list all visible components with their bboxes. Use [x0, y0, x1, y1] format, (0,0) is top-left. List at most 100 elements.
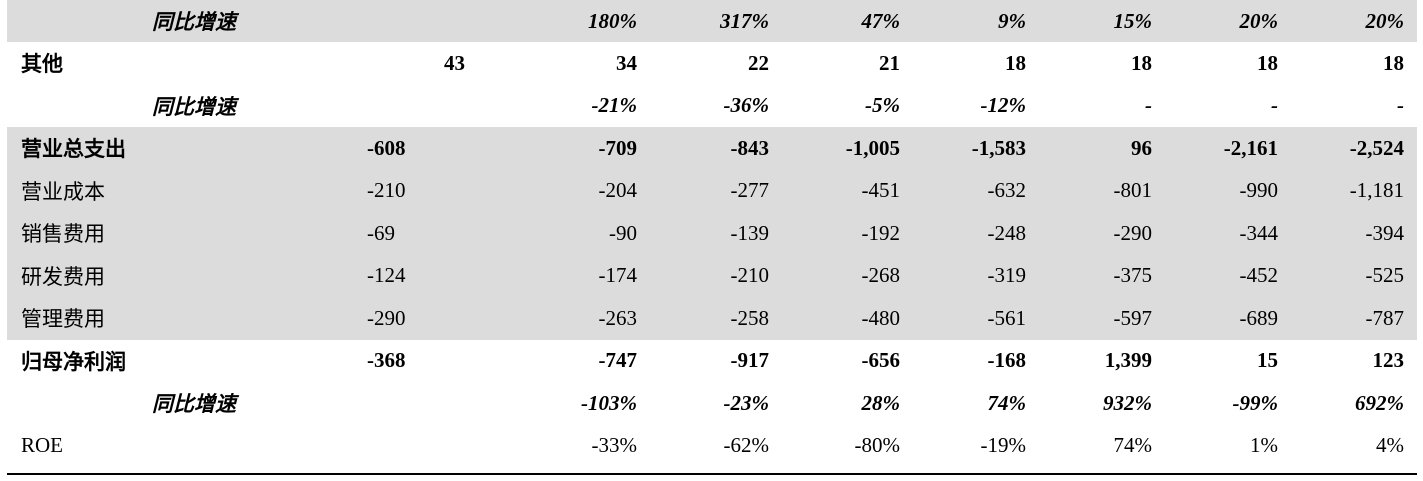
cell: 692%: [1355, 390, 1404, 415]
cell: 34: [616, 50, 637, 75]
cell: -174: [598, 263, 638, 288]
cell: -801: [1113, 178, 1153, 203]
cell: -258: [730, 305, 770, 330]
row-label: 同比增速: [152, 10, 236, 34]
cell: 15%: [1113, 8, 1153, 33]
cell: 1,399: [1104, 348, 1152, 373]
cell: -: [1397, 93, 1404, 118]
cell: -689: [1239, 305, 1279, 330]
cell: -19%: [980, 433, 1027, 458]
cell: -787: [1365, 305, 1405, 330]
cell: -277: [730, 178, 770, 203]
cell: -709: [598, 135, 638, 160]
table-row: 研发费用 -124 -174 -210 -268 -319 -375 -452 …: [7, 254, 1417, 297]
cell: -192: [861, 220, 901, 245]
cell: 180%: [588, 8, 637, 33]
table-row: 营业总支出 -608 -709 -843 -1,005 -1,583 96 -2…: [7, 127, 1417, 170]
row-label: 研发费用: [21, 264, 105, 289]
cell: -608: [367, 135, 406, 160]
table-row: 同比增速 180% 317% 47% 9% 15% 20% 20%: [7, 0, 1417, 42]
cell: 9%: [998, 8, 1026, 33]
cell: -36%: [723, 93, 770, 118]
cell: -290: [1113, 220, 1153, 245]
cell: 28%: [861, 390, 901, 415]
table-row: ROE -33% -62% -80% -19% 74% 1% 4%: [7, 425, 1417, 468]
table-row: 营业成本 -210 -204 -277 -451 -632 -801 -990 …: [7, 169, 1417, 212]
cell: 4%: [1376, 433, 1404, 458]
cell: 96: [1131, 135, 1152, 160]
cell: -: [1145, 93, 1152, 118]
row-label: 管理费用: [21, 307, 105, 332]
table-row: 归母净利润 -368 -747 -917 -656 -168 1,399 15 …: [7, 340, 1417, 383]
row-label: 其他: [21, 52, 63, 77]
row-label: 营业成本: [21, 179, 105, 204]
cell: 123: [1372, 348, 1405, 373]
cell: -248: [987, 220, 1027, 245]
cell: -561: [987, 305, 1027, 330]
cell: 15: [1257, 348, 1278, 373]
cell: -1,005: [845, 135, 900, 160]
row-label: 同比增速: [152, 392, 236, 417]
cell: 20%: [1239, 8, 1279, 33]
cell: -103%: [581, 390, 637, 415]
row-label: 同比增速: [152, 94, 236, 119]
cell: -525: [1365, 263, 1405, 288]
cell: -394: [1365, 220, 1405, 245]
cell: 932%: [1103, 390, 1152, 415]
cell: 22: [748, 50, 769, 75]
cell: -480: [861, 305, 901, 330]
cell: -375: [1113, 263, 1153, 288]
table-row: 销售费用 -69 -90 -139 -192 -248 -290 -344 -3…: [7, 212, 1417, 255]
table-row: 同比增速 -21% -36% -5% -12% - - -: [7, 85, 1417, 128]
cell: -80%: [854, 433, 901, 458]
row-label: 营业总支出: [21, 137, 126, 162]
row-label: 归母净利润: [21, 349, 126, 374]
cell: -139: [730, 220, 770, 245]
cell: 47%: [861, 8, 901, 33]
cell: -5%: [865, 93, 900, 118]
cell: 74%: [1113, 433, 1153, 458]
cell: -990: [1239, 178, 1279, 203]
row-label: 销售费用: [21, 222, 105, 247]
cell: -747: [598, 348, 638, 373]
cell: -843: [730, 135, 770, 160]
cell: -597: [1113, 305, 1153, 330]
cell: -90: [609, 220, 637, 245]
table-row: 管理费用 -290 -263 -258 -480 -561 -597 -689 …: [7, 297, 1417, 340]
cell: -62%: [723, 433, 770, 458]
cell: -21%: [591, 93, 638, 118]
table-bottom-rule: [7, 473, 1417, 475]
table-row: 同比增速 -103% -23% 28% 74% 932% -99% 692%: [7, 382, 1417, 425]
cell: -656: [861, 348, 901, 373]
financial-table: 同比增速 180% 317% 47% 9% 15% 20% 20% 其他 43 …: [7, 0, 1417, 475]
cell: -263: [598, 305, 638, 330]
cell: 74%: [987, 390, 1027, 415]
cell: -210: [730, 263, 770, 288]
cell: -917: [730, 348, 770, 373]
cell: -33%: [591, 433, 638, 458]
cell: 21: [879, 50, 900, 75]
cell: -319: [987, 263, 1027, 288]
cell: -204: [598, 178, 638, 203]
table-row: 其他 43 34 22 21 18 18 18 18: [7, 42, 1417, 85]
cell: -1,583: [971, 135, 1026, 160]
cell: -23%: [723, 390, 770, 415]
cell: -290: [367, 305, 406, 330]
cell: -1,181: [1349, 178, 1404, 203]
cell: -168: [987, 348, 1027, 373]
cell: -368: [367, 348, 406, 373]
cell: -2,524: [1349, 135, 1404, 160]
cell: -99%: [1232, 390, 1279, 415]
cell: -451: [861, 178, 901, 203]
cell: -452: [1239, 263, 1279, 288]
row-label: ROE: [21, 433, 63, 458]
cell: 20%: [1365, 8, 1405, 33]
cell: 18: [1257, 50, 1278, 75]
cell: -: [1271, 93, 1278, 118]
cell: -632: [987, 178, 1027, 203]
cell: -2,161: [1223, 135, 1278, 160]
cell: 18: [1383, 50, 1404, 75]
cell: 1%: [1250, 433, 1278, 458]
cell: -210: [367, 178, 406, 203]
cell: -344: [1239, 220, 1279, 245]
